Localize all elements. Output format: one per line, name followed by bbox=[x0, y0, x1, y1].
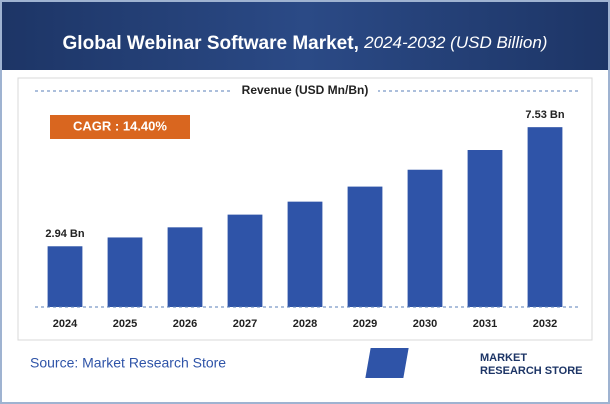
value-label: 7.53 Bn bbox=[525, 109, 564, 121]
annotation: CAGR : 14.40% bbox=[73, 118, 167, 133]
bar bbox=[47, 246, 83, 307]
x-tick-label: 2026 bbox=[173, 318, 197, 330]
header bbox=[2, 2, 608, 70]
bar bbox=[227, 214, 263, 307]
bar bbox=[467, 150, 503, 307]
x-tick-label: 2029 bbox=[353, 318, 377, 330]
cagr-box bbox=[50, 115, 190, 139]
header-title: Global Webinar Software Market, 2024-203… bbox=[63, 33, 548, 54]
x-tick-label: 2027 bbox=[233, 318, 257, 330]
logo: MARKET RESEARCH STORE bbox=[365, 348, 582, 378]
bar bbox=[107, 237, 143, 307]
source: Source: Market Research Store bbox=[30, 355, 226, 371]
subtitle: 2024-2032 (USD Billion) bbox=[363, 33, 547, 52]
x-tick-label: 2031 bbox=[473, 318, 497, 330]
x-tick-label: 2024 bbox=[53, 318, 78, 330]
x-tick-label: 2030 bbox=[413, 318, 437, 330]
x-tick-label: 2032 bbox=[533, 318, 557, 330]
y-axis-label: Revenue (USD Mn/Bn) bbox=[242, 83, 369, 97]
bar bbox=[287, 201, 323, 307]
logo-line2: RESEARCH STORE bbox=[480, 365, 582, 377]
logo-line1: MARKET bbox=[480, 352, 527, 364]
logo-icon bbox=[365, 348, 409, 378]
x-tick-label: 2025 bbox=[113, 318, 137, 330]
bar bbox=[527, 127, 563, 307]
x-tick-label: 2028 bbox=[293, 318, 317, 330]
bar bbox=[347, 186, 383, 307]
title: Global Webinar Software Market, bbox=[63, 33, 359, 54]
bar bbox=[167, 227, 203, 307]
label-bg bbox=[232, 82, 378, 100]
bar bbox=[407, 169, 443, 307]
value-label: 2.94 Bn bbox=[45, 228, 84, 240]
